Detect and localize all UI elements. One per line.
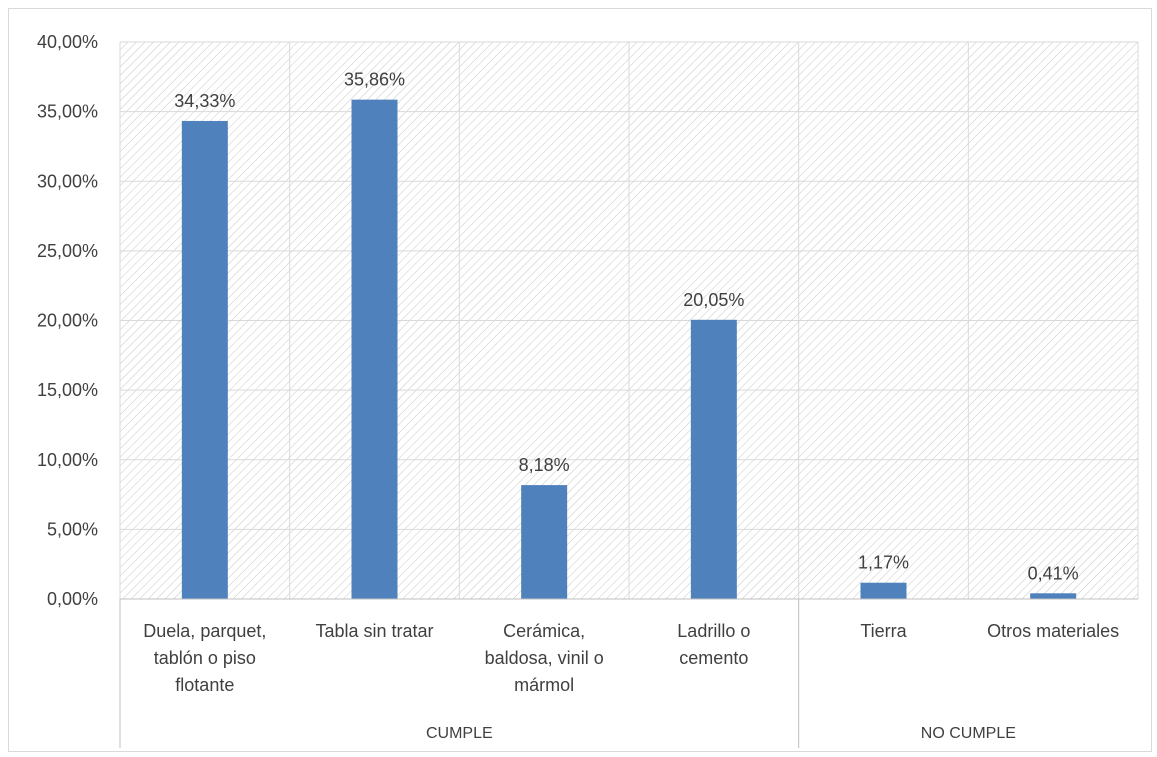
bars xyxy=(181,99,1077,600)
y-tick-label: 10,00% xyxy=(37,450,98,470)
bar xyxy=(1030,593,1077,599)
chart-frame xyxy=(8,8,1152,752)
y-tick-label: 5,00% xyxy=(47,519,98,539)
y-tick-label: 40,00% xyxy=(37,32,98,52)
data-label: 20,05% xyxy=(683,290,744,310)
data-label: 35,86% xyxy=(344,70,405,90)
bar xyxy=(690,319,737,599)
y-tick-label: 30,00% xyxy=(37,171,98,191)
y-tick-label: 0,00% xyxy=(47,589,98,609)
x-group-label: CUMPLE xyxy=(426,725,493,742)
data-label: 8,18% xyxy=(519,455,570,475)
x-category-label: Duela, parquet, tablón o piso flotante xyxy=(143,621,266,695)
data-label: 1,17% xyxy=(858,553,909,573)
y-tick-label: 20,00% xyxy=(37,311,98,331)
data-labels: 34,33% 35,86% 8,18% 20,05% 1,17% 0,41% xyxy=(174,70,1078,584)
x-axis: Duela, parquet, tablón o piso flotante Tabl… xyxy=(119,598,1138,748)
y-axis-tick-labels: 0,00% 5,00% 10,00% 15,00% 20,00% 25,00% 30,00%… xyxy=(37,32,98,609)
x-category-label: Cerámica, baldosa, vinil o mármol xyxy=(485,621,604,695)
bar xyxy=(860,582,907,599)
x-category-label: Tabla sin tratar xyxy=(315,621,433,641)
data-label: 34,33% xyxy=(174,91,235,111)
bar xyxy=(521,485,568,599)
bar xyxy=(181,120,228,600)
data-label: 0,41% xyxy=(1028,563,1079,583)
x-category-label: Ladrillo o cemento xyxy=(677,621,750,668)
x-group-label: NO CUMPLE xyxy=(921,725,1016,742)
x-category-label: Otros materiales xyxy=(987,621,1119,641)
y-tick-label: 35,00% xyxy=(37,102,98,122)
y-tick-label: 25,00% xyxy=(37,241,98,261)
bar xyxy=(351,99,398,599)
x-category-label: Tierra xyxy=(860,621,907,641)
y-tick-label: 15,00% xyxy=(37,380,98,400)
